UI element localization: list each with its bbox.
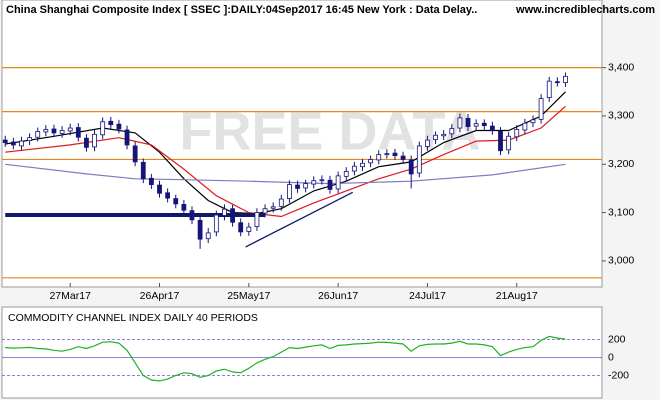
candle-body — [530, 119, 536, 124]
candle-body — [327, 179, 333, 190]
candle-body — [124, 129, 130, 146]
candle-body — [335, 175, 341, 190]
candle-body — [311, 180, 317, 185]
candle-body — [303, 183, 309, 189]
candle-body — [473, 123, 479, 127]
candle-body — [108, 120, 114, 126]
x-tick-label: 27Mar17 — [49, 290, 91, 302]
candle-body — [67, 127, 73, 132]
candle-body — [546, 80, 552, 98]
candle-body — [270, 206, 276, 209]
candle-body — [132, 145, 138, 163]
trendline — [245, 191, 354, 248]
candle-body — [51, 128, 57, 134]
candle-body — [319, 179, 325, 182]
candle-body — [84, 137, 89, 148]
candle-body — [157, 184, 162, 194]
candle-body — [563, 75, 568, 84]
candle-body — [457, 117, 463, 129]
candle-body — [10, 141, 16, 146]
candle-body — [425, 139, 430, 147]
candle-body — [173, 198, 179, 205]
candle-body — [449, 128, 455, 135]
candle-body — [148, 177, 154, 185]
candle-body — [100, 121, 106, 136]
candle-body — [246, 226, 252, 232]
moving-average — [5, 105, 566, 218]
candle-body — [441, 133, 447, 137]
candle-body — [278, 198, 284, 207]
candle-body — [384, 153, 390, 156]
x-tick-label: 26Apr17 — [140, 290, 180, 302]
candle-body — [400, 155, 406, 160]
candle-body — [416, 145, 422, 174]
candle-body — [538, 98, 544, 120]
candle-body — [254, 212, 260, 228]
candle-body — [554, 81, 560, 84]
y-tick-label: 3,000 — [608, 255, 634, 267]
candle-body — [189, 210, 195, 221]
candle-body — [181, 203, 187, 211]
candle-body — [262, 208, 268, 214]
candle-body — [360, 162, 365, 168]
y-tick-label: 3,400 — [608, 61, 634, 73]
source: www.incrediblecharts.com — [515, 4, 655, 16]
candle-body — [465, 117, 471, 127]
candle-body — [392, 152, 398, 156]
moving-average — [5, 163, 566, 185]
candle-body — [19, 140, 24, 147]
x-tick-label: 21Aug17 — [496, 290, 538, 302]
x-tick-label: 24Jul17 — [409, 290, 446, 302]
candle-body — [368, 159, 374, 164]
y-tick-label: 0 — [608, 351, 614, 363]
candle-body — [116, 123, 122, 130]
candle-body — [230, 208, 235, 223]
candle-body — [43, 129, 49, 133]
candle-body — [205, 232, 211, 240]
y-tick-label: 3,200 — [608, 158, 634, 170]
candle-body — [2, 139, 8, 143]
candle-body — [213, 214, 219, 233]
candle-body — [376, 154, 382, 161]
candle-body — [343, 171, 349, 177]
candle-body — [222, 208, 227, 216]
y-tick-label: 3,300 — [608, 110, 634, 122]
candle-body — [197, 219, 203, 240]
candle-body — [522, 122, 528, 131]
y-tick-label: -200 — [608, 369, 629, 381]
candle-body — [481, 122, 487, 127]
candle-body — [92, 133, 97, 148]
candle-body — [506, 135, 512, 151]
cci-line — [5, 335, 566, 382]
candle-body — [351, 165, 357, 172]
candle-body — [75, 127, 81, 138]
candle-body — [35, 131, 41, 138]
candle-body — [514, 129, 520, 138]
candle-body — [140, 161, 146, 180]
watermark: FREE DATA — [180, 101, 481, 161]
chart-title: China Shanghai Composite Index [ SSEC ]:… — [6, 4, 477, 16]
candle-body — [287, 184, 292, 199]
y-tick-label: 3,100 — [608, 206, 634, 218]
candle-body — [408, 159, 414, 175]
x-tick-label: 25May17 — [227, 290, 270, 302]
cci-title: COMMODITY CHANNEL INDEX DAILY 40 PERIODS — [8, 312, 258, 324]
candle-body — [165, 192, 171, 199]
x-tick-label: 26Jun17 — [318, 290, 358, 302]
candle-body — [489, 125, 495, 131]
candle-body — [433, 134, 438, 141]
candle-body — [59, 130, 65, 134]
candle-body — [498, 131, 503, 152]
candle-body — [238, 222, 244, 233]
cci-panel — [1, 306, 603, 399]
candle-body — [27, 137, 33, 142]
y-tick-label: 200 — [608, 333, 626, 345]
candle-body — [295, 184, 300, 189]
